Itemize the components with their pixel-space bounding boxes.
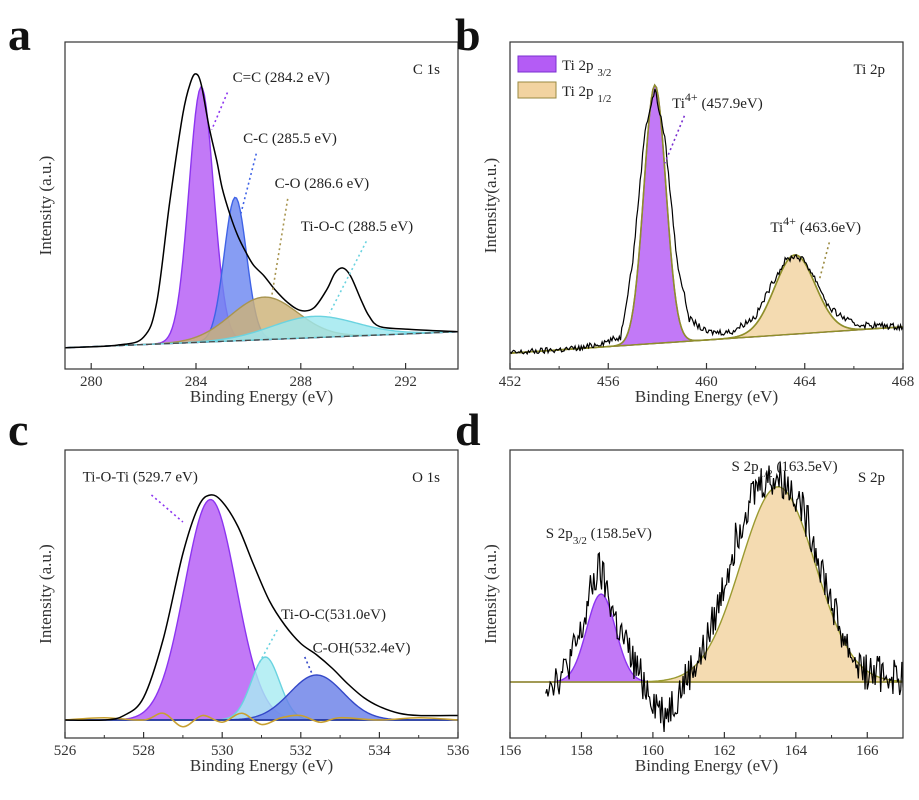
panel-letter: c bbox=[8, 404, 28, 455]
x-tick-label: 288 bbox=[290, 374, 313, 390]
peak-annotation: C-O (286.6 eV) bbox=[275, 176, 370, 192]
peak-annotation: Ti4+ (463.6eV) bbox=[770, 214, 861, 236]
x-tick-label: 530 bbox=[211, 743, 234, 759]
peak-annotation: Ti-O-Ti (529.7 eV) bbox=[83, 470, 198, 486]
legend-swatch bbox=[517, 55, 557, 73]
peak-annotation: Ti4+ (457.9eV) bbox=[672, 90, 763, 112]
x-tick-label: 468 bbox=[892, 374, 915, 390]
panel-d: 156 158 160 162 164 166 Binding Energy (eV) Int… bbox=[455, 404, 904, 775]
raw-spectrum bbox=[65, 494, 458, 722]
annotation-leader bbox=[328, 241, 368, 314]
legend-swatch bbox=[517, 81, 557, 99]
y-axis-label: Intensity(a.u.) bbox=[481, 158, 500, 253]
plot-area bbox=[65, 494, 458, 728]
peak-annotation: C=C (284.2 eV) bbox=[233, 70, 330, 86]
annotation-leader bbox=[303, 656, 314, 676]
x-axis-label: Binding Energy (eV) bbox=[635, 756, 778, 775]
peak-annotation: C-C (285.5 eV) bbox=[243, 131, 337, 147]
legend-entry: Ti 2p 3/2 bbox=[562, 58, 611, 79]
annotation-leader bbox=[818, 242, 831, 280]
panel-a: 280 284 288 292 Binding Energy (eV) Intensity… bbox=[8, 9, 459, 406]
x-tick-label: 164 bbox=[785, 743, 808, 759]
legend-entry: Ti 2p 1/2 bbox=[562, 84, 611, 105]
x-tick-label: 156 bbox=[499, 743, 522, 759]
x-tick-label: 166 bbox=[856, 743, 879, 759]
axes-frame bbox=[509, 449, 904, 739]
y-axis-label: Intensity (a.u.) bbox=[36, 544, 55, 644]
y-axis-label: Intensity (a.u.) bbox=[481, 544, 500, 644]
annotation-leader bbox=[664, 115, 686, 164]
x-axis-label: Binding Energy (eV) bbox=[635, 387, 778, 406]
x-tick-label: 280 bbox=[80, 374, 103, 390]
x-tick-label: 160 bbox=[642, 743, 665, 759]
panel-letter: a bbox=[8, 9, 31, 60]
x-tick-label: 526 bbox=[54, 743, 77, 759]
peak-annotation: C-OH(532.4eV) bbox=[313, 641, 411, 657]
panel-letter: d bbox=[455, 404, 481, 455]
x-axis-label: Binding Energy (eV) bbox=[190, 387, 333, 406]
component-peak-2 bbox=[510, 254, 903, 354]
panel-title: C 1s bbox=[413, 62, 440, 78]
panel-b: 452 456 460 464 468 Binding Energy (eV) Intens… bbox=[455, 9, 914, 406]
x-tick-label: 460 bbox=[695, 374, 718, 390]
annotation-leader bbox=[150, 494, 184, 523]
plot-area bbox=[510, 83, 903, 356]
fit-residual bbox=[65, 712, 458, 728]
x-tick-label: 528 bbox=[132, 743, 155, 759]
panel-letter: b bbox=[455, 9, 481, 60]
x-tick-label: 284 bbox=[185, 374, 208, 390]
baseline-line bbox=[65, 331, 458, 349]
x-tick-label: 536 bbox=[447, 743, 470, 759]
panel-title: Ti 2p bbox=[853, 62, 885, 78]
annotation-leader bbox=[271, 198, 289, 295]
x-axis-label: Binding Energy (eV) bbox=[190, 756, 333, 775]
peak-annotation: S 2p3/2 (158.5eV) bbox=[546, 526, 652, 547]
x-tick-label: 532 bbox=[290, 743, 313, 759]
plot-area bbox=[510, 462, 903, 733]
annotation-leader bbox=[256, 629, 278, 667]
annotation-leader bbox=[210, 92, 229, 131]
x-tick-label: 534 bbox=[368, 743, 391, 759]
x-tick-label: 158 bbox=[570, 743, 593, 759]
panel-c: 526 528 530 532 534 536 Binding Energy (eV) Int… bbox=[8, 404, 470, 775]
raw-spectrum bbox=[545, 462, 903, 733]
panel-title: O 1s bbox=[412, 470, 440, 486]
x-tick-label: 452 bbox=[499, 374, 522, 390]
y-axis-label: Intensity (a.u.) bbox=[36, 156, 55, 256]
x-tick-label: 464 bbox=[794, 374, 817, 390]
peak-annotation: Ti-O-C(531.0eV) bbox=[281, 607, 386, 623]
x-tick-label: 292 bbox=[394, 374, 417, 390]
peak-annotation: S 2p1/2 (163.5eV) bbox=[732, 459, 838, 480]
component-peak-2 bbox=[65, 656, 458, 721]
annotation-leader bbox=[239, 153, 258, 216]
x-tick-label: 456 bbox=[597, 374, 620, 390]
raw-spectrum bbox=[65, 73, 458, 349]
axes-frame bbox=[64, 41, 459, 370]
raw-spectrum bbox=[510, 88, 903, 356]
panel-title: S 2p bbox=[858, 470, 885, 486]
peak-annotation: Ti-O-C (288.5 eV) bbox=[301, 219, 413, 235]
x-tick-label: 162 bbox=[713, 743, 736, 759]
plot-area bbox=[65, 73, 458, 349]
